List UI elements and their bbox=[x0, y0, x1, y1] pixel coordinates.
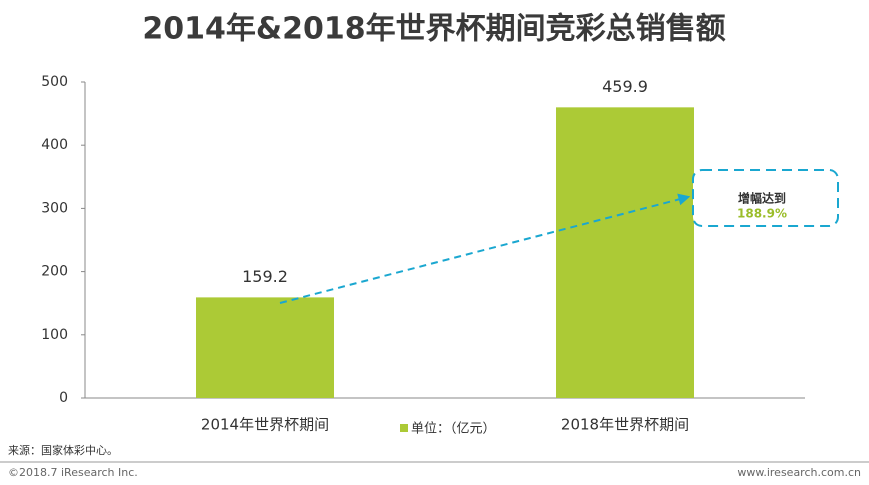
y-tick-label: 300 bbox=[41, 200, 68, 216]
y-tick-label: 500 bbox=[41, 74, 68, 90]
chart-title: 2014年&2018年世界杯期间竞彩总销售额 bbox=[142, 12, 725, 47]
bar bbox=[556, 107, 694, 398]
y-tick-label: 0 bbox=[59, 390, 68, 406]
y-tick-label: 100 bbox=[41, 327, 68, 343]
annotation-title: 增幅达到 bbox=[738, 191, 786, 206]
growth-arrow bbox=[279, 193, 691, 304]
value-label: 159.2 bbox=[242, 267, 288, 286]
annotation-text: 188.9% bbox=[737, 207, 787, 221]
annotation-box bbox=[692, 169, 839, 227]
website: www.iresearch.com.cn bbox=[737, 466, 861, 479]
source: 来源：国家体彩中心。 bbox=[8, 443, 118, 457]
value-label: 459.9 bbox=[602, 77, 648, 96]
legend-swatch bbox=[400, 424, 408, 432]
y-tick-label: 200 bbox=[41, 264, 68, 280]
x-tick-label: 2018年世界杯期间 bbox=[561, 416, 689, 434]
bar bbox=[196, 297, 334, 398]
y-tick-label: 400 bbox=[41, 137, 68, 153]
x-tick-label: 2014年世界杯期间 bbox=[201, 416, 329, 434]
copyright: ©2018.7 iResearch Inc. bbox=[8, 466, 138, 479]
legend-label: 单位：（亿元） bbox=[411, 422, 496, 437]
